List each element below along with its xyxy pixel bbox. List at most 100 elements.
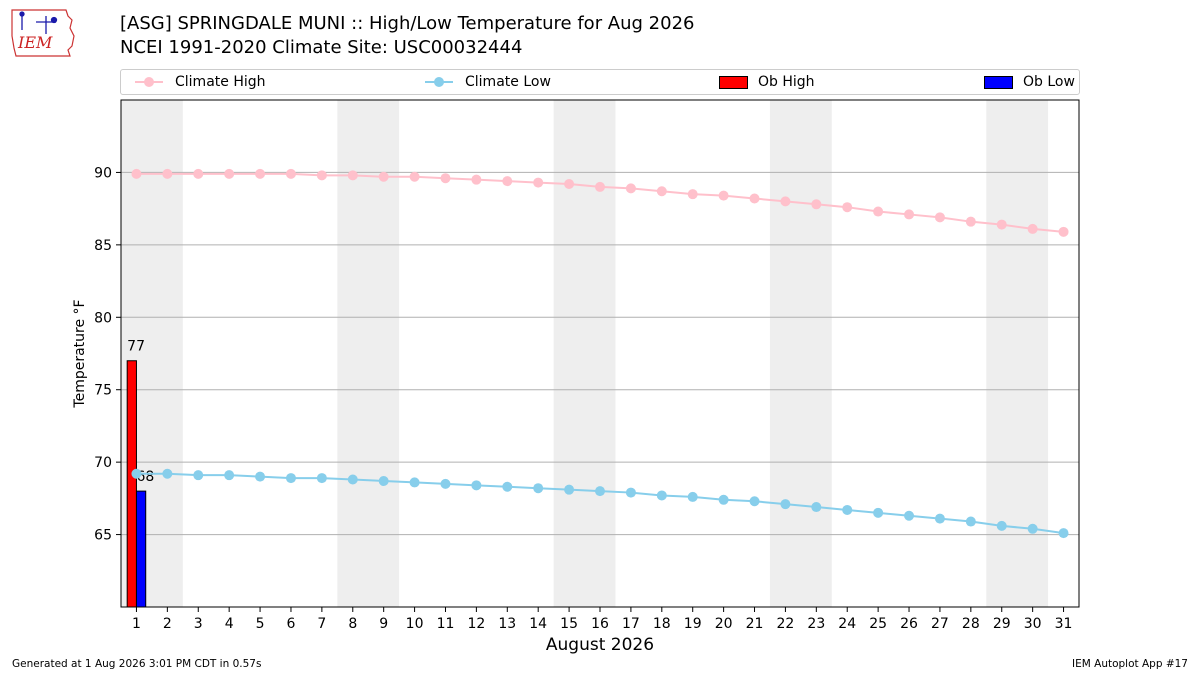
climate-low-point — [440, 478, 451, 489]
legend-climate-low-label: Climate Low — [465, 74, 551, 90]
climate-low-point — [811, 502, 822, 513]
climate-high-point — [873, 206, 884, 217]
y-tick-label: 65 — [94, 528, 112, 544]
climate-high-point — [842, 202, 853, 213]
climate-high-point — [564, 179, 575, 190]
climate-low-point — [347, 474, 358, 485]
climate-high-point — [1058, 226, 1069, 237]
climate-low-point — [656, 490, 667, 501]
climate-high-point — [162, 168, 173, 179]
y-tick-label: 80 — [94, 310, 112, 326]
x-tick-label: 8 — [348, 616, 357, 632]
climate-high-point — [378, 171, 389, 182]
climate-high-point — [409, 171, 420, 182]
y-tick-label: 70 — [94, 455, 112, 471]
footer-app: IEM Autoplot App #17 — [1072, 658, 1188, 670]
climate-low-point — [502, 481, 513, 492]
weekend-band — [986, 100, 1049, 607]
climate-high-point — [347, 170, 358, 181]
weekend-band — [769, 100, 832, 607]
x-tick-label: 1 — [132, 616, 141, 632]
climate-low-point — [780, 499, 791, 510]
climate-high-point — [595, 181, 605, 192]
x-axis-label: August 2026 — [546, 635, 654, 655]
climate-high-point — [718, 190, 729, 201]
climate-low-point — [687, 491, 698, 502]
climate-low-point — [873, 507, 884, 518]
climate-low-point — [1027, 523, 1038, 534]
x-tick-label: 27 — [931, 616, 949, 632]
x-tick-label: 3 — [194, 616, 203, 632]
x-tick-label: 9 — [379, 616, 388, 632]
climate-high-point — [193, 168, 204, 179]
climate-low-point — [904, 510, 915, 521]
x-tick-label: 31 — [1055, 616, 1073, 632]
climate-low-point — [224, 470, 235, 481]
ob-high-bar — [126, 360, 137, 608]
climate-low-point — [625, 487, 636, 498]
climate-low-point — [409, 477, 420, 488]
weekend-band — [337, 100, 400, 607]
climate-low-point — [965, 516, 976, 527]
climate-high-point — [965, 216, 976, 227]
y-tick-label: 85 — [94, 238, 112, 254]
climate-low-swatch — [425, 76, 453, 88]
title-line-1: [ASG] SPRINGDALE MUNI :: High/Low Temper… — [120, 13, 695, 34]
legend-ob-low-label: Ob Low — [1023, 74, 1075, 90]
climate-high-point — [904, 209, 915, 220]
svg-text:IEM: IEM — [17, 33, 53, 52]
x-tick-label: 11 — [437, 616, 455, 632]
ob-low-bar — [135, 490, 147, 608]
x-tick-label: 14 — [529, 616, 547, 632]
weekend-band — [553, 100, 616, 607]
climate-high-point — [1027, 223, 1038, 234]
climate-high-swatch — [135, 76, 163, 88]
ob-high-swatch — [719, 75, 748, 89]
title-line-2: NCEI 1991-2020 Climate Site: USC00032444 — [120, 37, 523, 58]
climate-low-point — [564, 484, 575, 495]
climate-high-point — [934, 212, 945, 223]
x-tick-label: 5 — [256, 616, 265, 632]
climate-high-point — [440, 173, 451, 184]
climate-low-point — [595, 486, 605, 497]
plot-frame — [120, 99, 1080, 608]
x-tick-label: 20 — [715, 616, 733, 632]
climate-high-point — [502, 176, 513, 187]
x-tick-label: 18 — [653, 616, 671, 632]
x-tick-label: 17 — [622, 616, 640, 632]
x-tick-label: 22 — [777, 616, 795, 632]
legend-climate-high-label: Climate High — [175, 74, 266, 90]
x-tick-label: 4 — [225, 616, 234, 632]
y-axis-label: Temperature °F — [72, 299, 88, 408]
climate-high-point — [625, 183, 636, 194]
climate-low-point — [842, 504, 853, 515]
ob-low-swatch — [984, 75, 1013, 89]
x-tick-label: 7 — [317, 616, 326, 632]
climate-high-point — [780, 196, 791, 207]
x-tick-label: 19 — [684, 616, 702, 632]
ob-high-value-label: 77 — [127, 339, 145, 355]
legend-ob-high-label: Ob High — [758, 74, 815, 90]
climate-high-point — [224, 168, 235, 179]
x-tick-label: 24 — [838, 616, 856, 632]
climate-low-point — [471, 480, 482, 491]
legend-climate-high: Climate High — [135, 70, 266, 94]
climate-high-point — [316, 170, 327, 181]
x-tick-label: 6 — [287, 616, 296, 632]
footer-generated: Generated at 1 Aug 2026 3:01 PM CDT in 0… — [12, 658, 262, 670]
climate-high-point — [656, 186, 667, 197]
x-tick-label: 28 — [962, 616, 980, 632]
x-tick-label: 10 — [406, 616, 424, 632]
x-tick-label: 12 — [467, 616, 485, 632]
y-tick-label: 75 — [94, 383, 112, 399]
x-tick-label: 13 — [498, 616, 516, 632]
climate-low-point — [996, 520, 1007, 531]
climate-low-point — [378, 475, 389, 486]
climate-high-point — [471, 174, 482, 185]
climate-high-point — [996, 219, 1007, 230]
chart-title: [ASG] SPRINGDALE MUNI :: High/Low Temper… — [120, 12, 695, 60]
x-tick-label: 15 — [560, 616, 578, 632]
climate-low-point — [1058, 528, 1069, 539]
climate-high-point — [811, 199, 822, 210]
